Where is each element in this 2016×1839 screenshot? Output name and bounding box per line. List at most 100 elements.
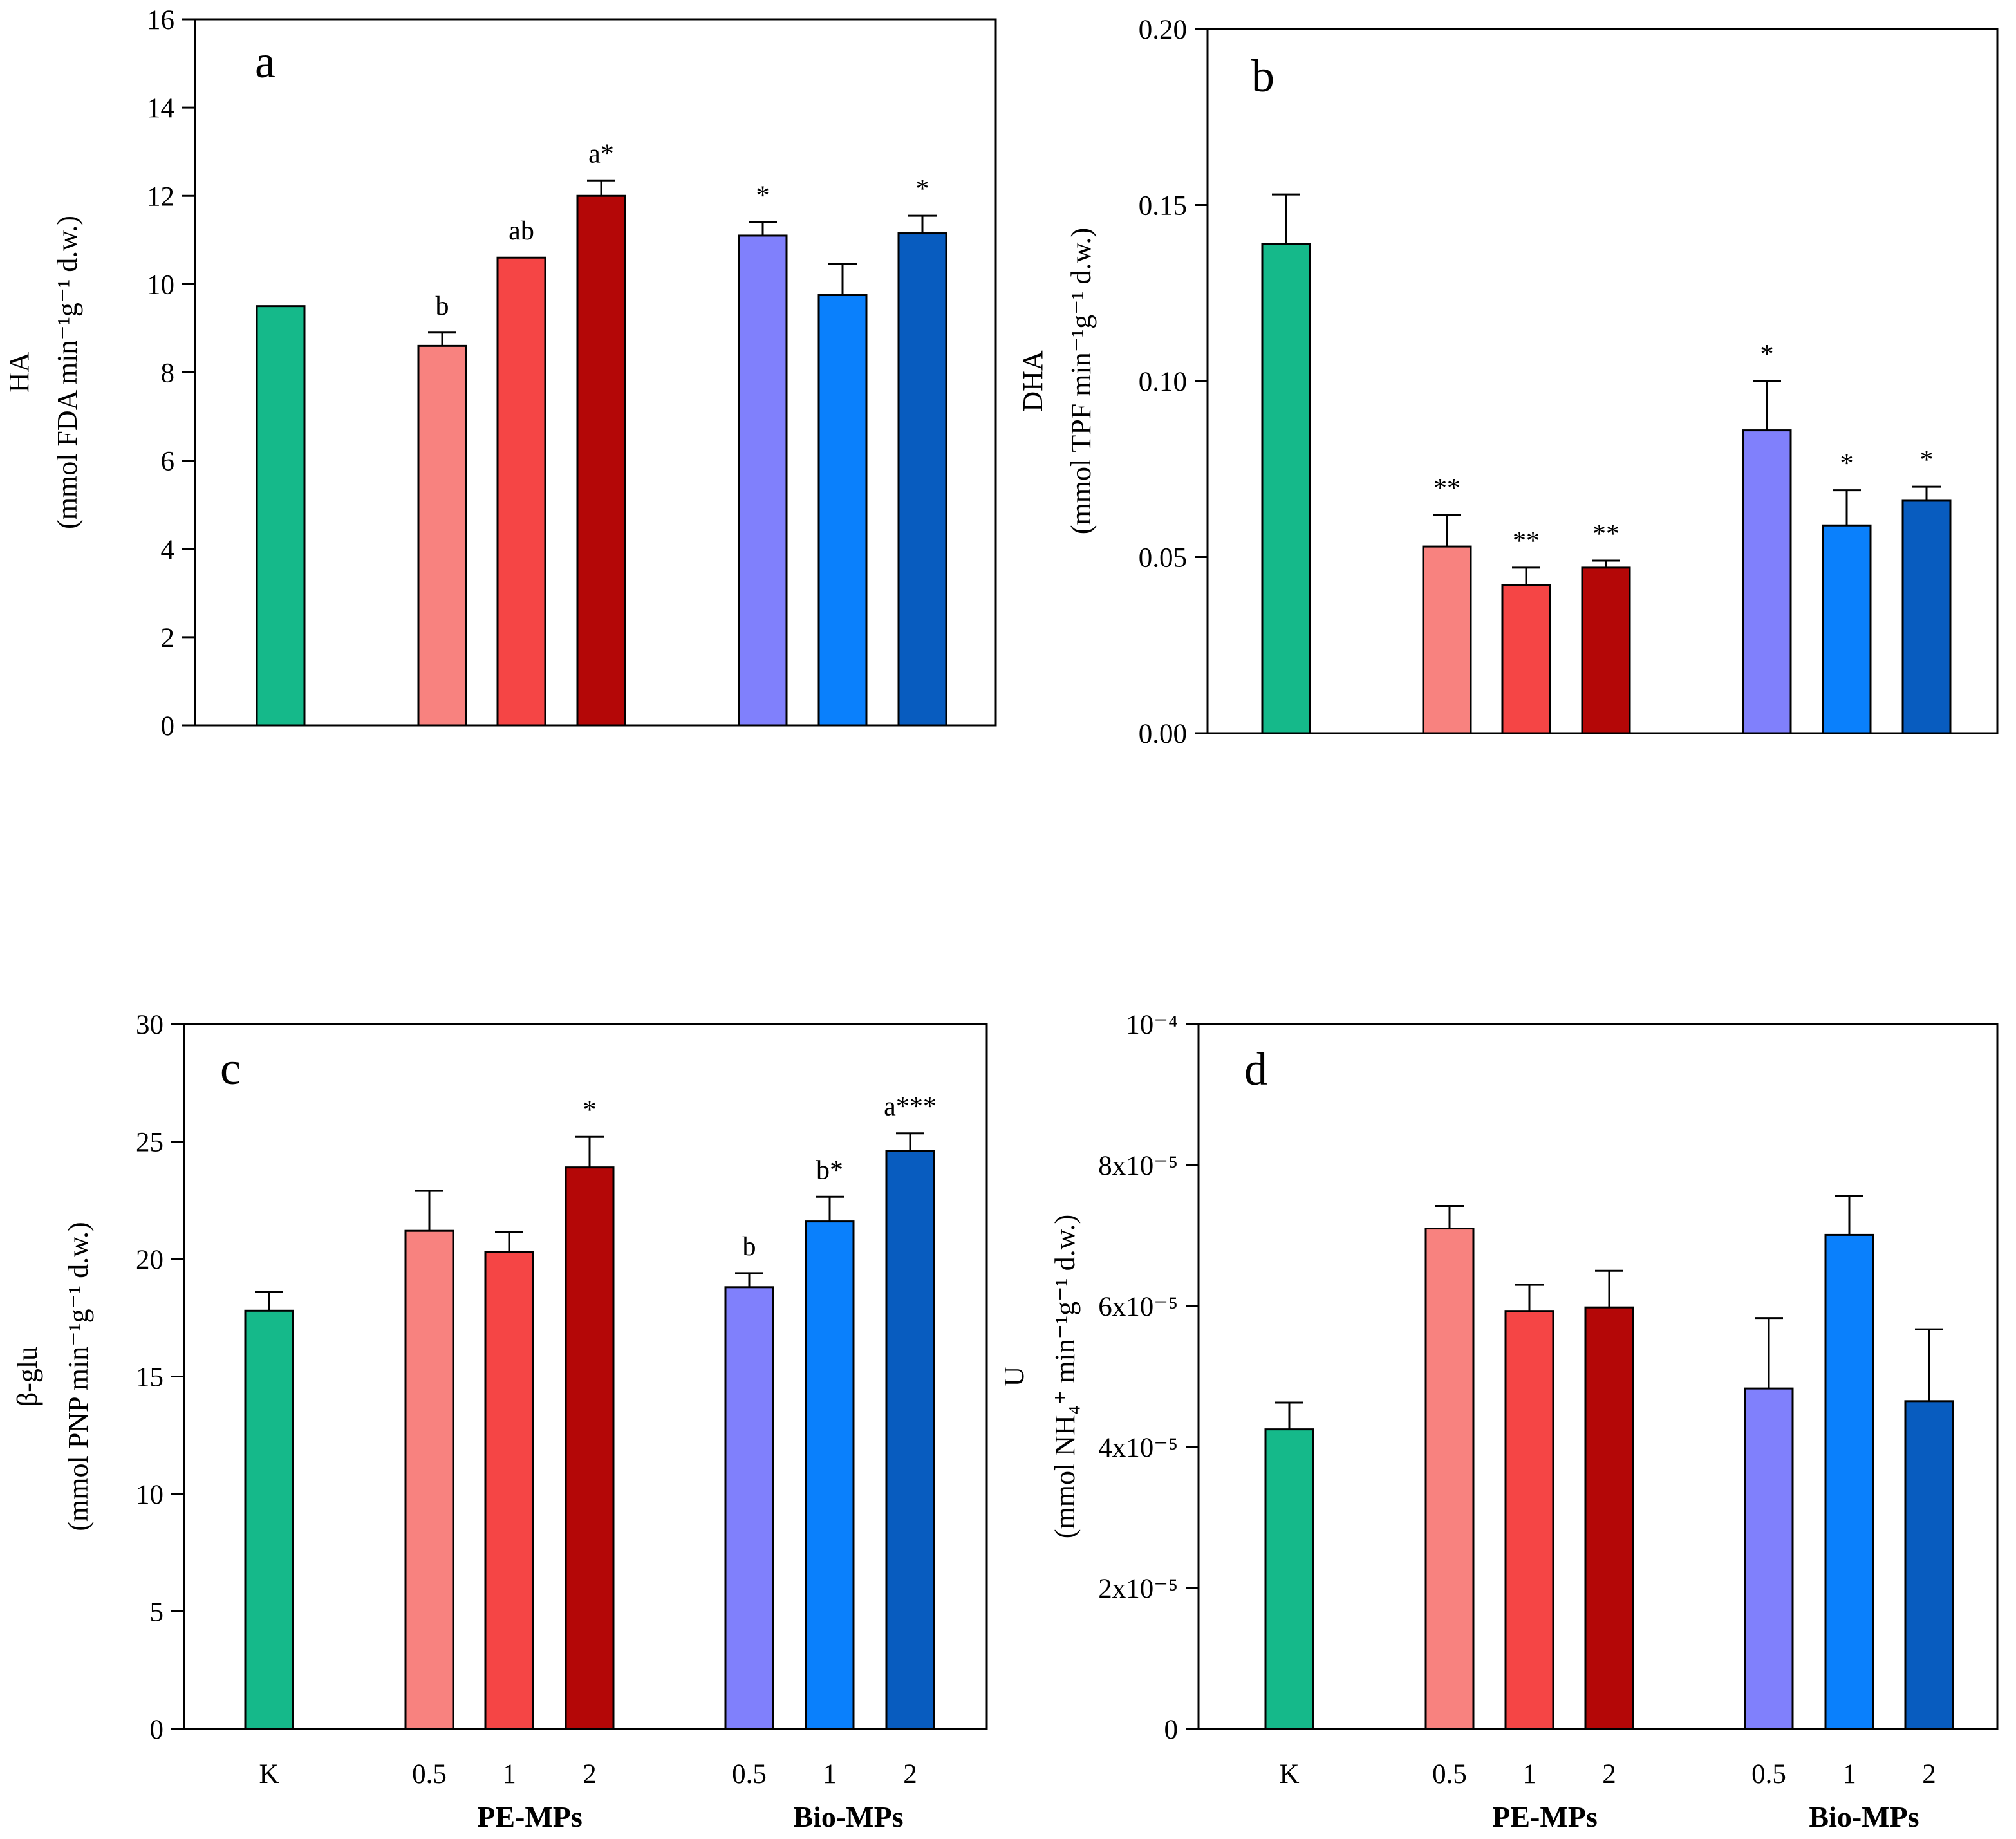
y-tick-label-d: 10⁻⁴ [1126, 1010, 1178, 1040]
y-tick-label-a: 16 [147, 5, 174, 35]
bar-d-6 [1904, 1400, 1954, 1730]
bar-b-5 [1822, 524, 1872, 734]
y-tick-label-b: 0.10 [1139, 367, 1187, 397]
panel-letter-c: c [220, 1043, 241, 1094]
bar-c-3 [565, 1166, 615, 1730]
panel-letter-a: a [255, 36, 275, 88]
bar-c-0 [244, 1309, 294, 1730]
significance-label-b: * [1760, 340, 1774, 369]
bar-d-3 [1584, 1306, 1634, 1730]
y-axis-title-d: U [998, 1367, 1030, 1387]
y-axis-title-b: DHA [1017, 350, 1049, 412]
y-tick-label-d: 0 [1164, 1715, 1179, 1745]
significance-label-c: b* [816, 1155, 843, 1185]
y-tick-label-a: 6 [161, 447, 175, 477]
y-axis-title-c: β-glu [12, 1347, 43, 1406]
x-tick-label-c: 2 [583, 1759, 597, 1789]
bar-a-0 [256, 305, 306, 727]
significance-label-c: * [583, 1096, 597, 1125]
panel-c: 0 5 10 15 20 25 30 β-glu (mmol PNP min⁻¹g⁻¹ d.w.… [12, 1010, 988, 1789]
significance-label-b: ** [1513, 527, 1540, 556]
y-tick-label-a: 0 [161, 711, 175, 742]
bar-a-4 [738, 234, 788, 727]
y-axis-unit-b: (mmol TPF min⁻¹g⁻¹ d.w.) [1065, 228, 1097, 534]
bar-b-3 [1581, 566, 1631, 734]
y-axis-title-a: HA [3, 352, 35, 393]
x-tick-label-d: 1 [1842, 1759, 1856, 1789]
bar-d-5 [1824, 1233, 1874, 1730]
bar-c-4 [724, 1286, 774, 1730]
significance-label-a: a* [588, 139, 614, 169]
bar-b-1 [1422, 545, 1472, 734]
significance-label-a: * [756, 181, 770, 210]
significance-label-b: * [1840, 449, 1854, 479]
bar-d-4 [1744, 1387, 1794, 1730]
bar-b-0 [1261, 243, 1311, 734]
x-tick-label-d: 0.5 [1432, 1759, 1467, 1789]
significance-label-b: ** [1592, 519, 1619, 549]
group-label-pe-mps-right: PE-MPs [1492, 1800, 1598, 1833]
group-label-bio-mps-right: Bio-MPs [1809, 1800, 1919, 1833]
y-tick-label-b: 0.00 [1139, 719, 1187, 749]
y-tick-label-c: 20 [136, 1245, 163, 1275]
bar-a-3 [576, 194, 626, 727]
significance-label-c: b [743, 1232, 756, 1262]
y-tick-label-a: 12 [147, 182, 174, 212]
bar-b-6 [1901, 499, 1952, 734]
bar-c-2 [484, 1251, 534, 1730]
bar-a-1 [417, 344, 467, 727]
significance-label-a: * [916, 174, 929, 204]
x-tick-label-d: 1 [1522, 1759, 1536, 1789]
y-tick-label-d: 6x10⁻⁵ [1098, 1292, 1178, 1322]
bar-c-1 [404, 1229, 454, 1730]
x-tick-label-c: K [259, 1759, 279, 1789]
x-tick-label-c: 1 [502, 1759, 516, 1789]
significance-label-b: * [1920, 445, 1934, 475]
bar-b-2 [1501, 584, 1551, 734]
significance-label-a: ab [509, 216, 534, 246]
y-tick-label-a: 2 [161, 623, 175, 653]
y-tick-label-a: 14 [147, 93, 174, 124]
y-tick-label-c: 0 [150, 1715, 164, 1745]
y-tick-label-c: 10 [136, 1480, 163, 1510]
panel-letter-b: b [1251, 50, 1274, 102]
y-axis-unit-c: (mmol PNP min⁻¹g⁻¹ d.w.) [62, 1222, 94, 1531]
y-tick-label-b: 0.05 [1139, 543, 1187, 574]
x-tick-label-d: 0.5 [1751, 1759, 1786, 1789]
bar-c-5 [805, 1220, 855, 1730]
bar-d-1 [1424, 1228, 1475, 1730]
x-tick-label-c: 1 [823, 1759, 837, 1789]
y-tick-label-a: 8 [161, 359, 175, 389]
group-label-bio-mps-left: Bio-MPs [793, 1800, 903, 1833]
bar-d-2 [1504, 1310, 1554, 1730]
y-tick-label-d: 8x10⁻⁵ [1098, 1151, 1178, 1181]
y-tick-label-a: 10 [147, 270, 174, 300]
y-tick-label-a: 4 [161, 535, 175, 565]
panel-b: 0.00 0.05 0.10 0.15 0.20 DHA (mmol TPF min⁻¹g⁻… [1017, 15, 1999, 749]
group-label-pe-mps-left: PE-MPs [477, 1800, 583, 1833]
bar-d-0 [1264, 1428, 1314, 1730]
y-tick-label-b: 0.15 [1139, 191, 1187, 221]
y-tick-label-c: 25 [136, 1128, 163, 1158]
y-tick-label-d: 4x10⁻⁵ [1098, 1433, 1178, 1463]
bar-c-6 [885, 1150, 935, 1730]
y-tick-label-d: 2x10⁻⁵ [1098, 1574, 1178, 1604]
x-tick-label-c: 2 [903, 1759, 917, 1789]
bar-a-5 [817, 294, 868, 727]
panel-d: 0 2x10⁻⁵ 4x10⁻⁵ 6x10⁻⁵ 8x10⁻⁵ 10⁻⁴ U (mmol NH₄⁺… [998, 1010, 1999, 1789]
panel-letter-d: d [1244, 1043, 1267, 1095]
significance-label-a: b [436, 292, 449, 321]
bar-a-6 [897, 232, 947, 727]
x-tick-label-c: 0.5 [732, 1759, 767, 1789]
y-tick-label-c: 30 [136, 1010, 163, 1040]
significance-label-b: ** [1433, 474, 1461, 503]
y-tick-label-c: 5 [150, 1598, 164, 1628]
x-tick-label-d: 2 [1922, 1759, 1936, 1789]
panel-a: 0 2 4 6 8 10 12 14 16 HA (mmol FDA min⁻¹g⁻¹ d.w.) a… [3, 5, 997, 742]
bar-a-2 [496, 256, 546, 727]
y-axis-unit-d: (mmol NH₄⁺ min⁻¹g⁻¹ d.w.) [1049, 1215, 1081, 1538]
x-tick-label-c: 0.5 [412, 1759, 447, 1789]
x-tick-label-d: 2 [1602, 1759, 1616, 1789]
significance-label-c: a*** [884, 1092, 937, 1122]
